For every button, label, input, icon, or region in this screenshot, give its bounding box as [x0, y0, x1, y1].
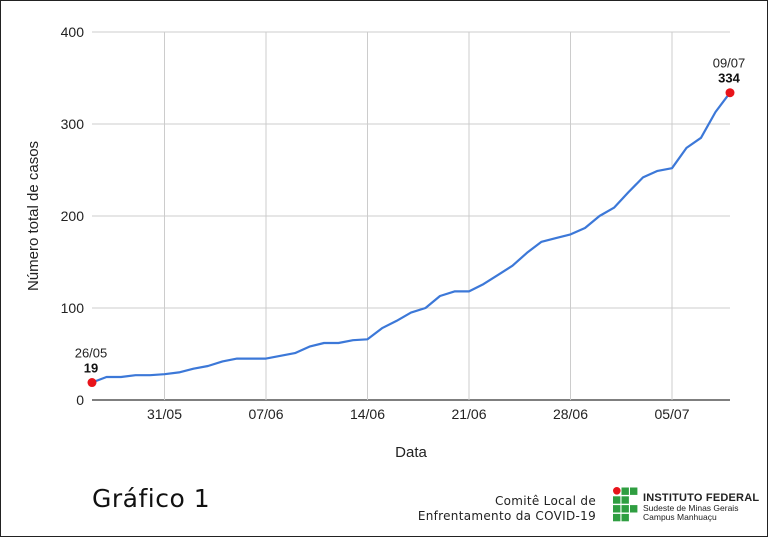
- logo-square: [621, 487, 629, 495]
- x-tick-label: 31/05: [147, 406, 182, 422]
- figure-label: Gráfico 1: [92, 484, 211, 513]
- end-date-label: 09/07: [713, 56, 746, 71]
- y-tick-label: 300: [61, 116, 85, 132]
- institution-logo: INSTITUTO FEDERAL Sudeste de Minas Gerai…: [613, 487, 763, 523]
- y-tick-label: 200: [61, 208, 85, 224]
- x-tick-label: 14/06: [350, 406, 385, 422]
- committee-line-1: Comitê Local de: [494, 494, 596, 508]
- y-axis-title: Número total de casos: [25, 141, 42, 291]
- x-tick-label: 21/06: [451, 406, 486, 422]
- logo-subtitle-2: Campus Manhuaçu: [643, 512, 717, 522]
- x-tick-label: 28/06: [553, 406, 588, 422]
- y-tick-label: 0: [76, 392, 84, 408]
- committee-line-2: Enfrentamento da COVID-19: [417, 509, 596, 523]
- logo-title: INSTITUTO FEDERAL: [643, 492, 760, 504]
- start-date-label: 26/05: [75, 346, 108, 361]
- committee-credit: Comitê Local de Enfrentamento da COVID-1…: [418, 494, 596, 524]
- logo-square: [621, 505, 629, 513]
- y-tick-label: 100: [61, 300, 85, 316]
- logo-text: INSTITUTO FEDERAL Sudeste de Minas Gerai…: [643, 492, 759, 522]
- logo-square: [621, 496, 629, 504]
- y-tick-label: 400: [61, 24, 85, 40]
- end-value-label: 334: [718, 71, 740, 86]
- logo-dot: [613, 487, 621, 495]
- logo-square: [613, 513, 621, 522]
- x-axis-title: Data: [395, 444, 427, 461]
- end-point-marker: [725, 88, 735, 98]
- logo-square: [613, 505, 621, 513]
- line-chart: 0 100 200 300 400 31/05 07/06 14/06 21/06 28/06 05…: [25, 24, 746, 461]
- logo-subtitle-1: Sudeste de Minas Gerais: [643, 503, 739, 513]
- logo-square: [630, 487, 638, 495]
- logo-square: [621, 513, 629, 522]
- x-tick-label: 07/06: [248, 406, 283, 422]
- series-line: [91, 92, 731, 384]
- start-value-label: 19: [84, 361, 98, 376]
- x-tick-label: 05/07: [654, 406, 689, 422]
- logo-square: [630, 505, 638, 513]
- logo-mark-icon: [613, 487, 638, 522]
- logo-square: [613, 496, 621, 504]
- start-point-marker: [87, 378, 97, 388]
